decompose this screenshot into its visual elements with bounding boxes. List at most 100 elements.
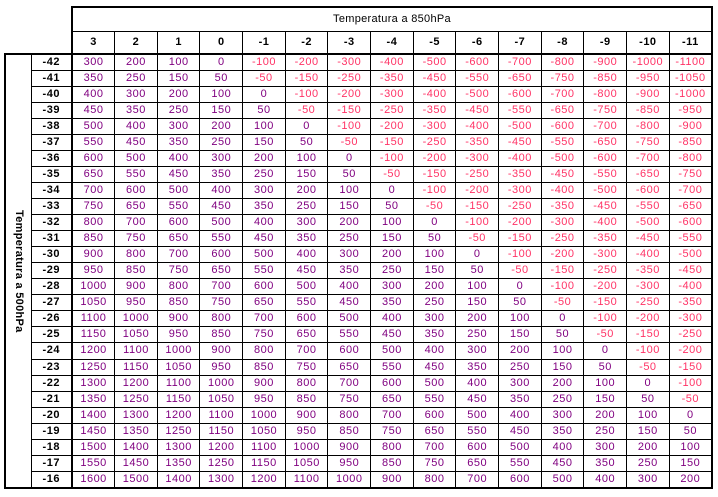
- value-cell: -350: [455, 134, 500, 152]
- value-cell: 600: [242, 278, 286, 296]
- row-header: -40: [30, 85, 73, 104]
- value-cell: 1600: [71, 470, 116, 489]
- value-cell: -600: [626, 182, 670, 200]
- value-cell: 450: [284, 262, 329, 280]
- value-cell: 200: [284, 182, 329, 200]
- value-cell: 1300: [71, 374, 116, 392]
- value-cell: 600: [199, 246, 244, 264]
- value-cell: -400: [668, 278, 713, 296]
- value-cell: 800: [370, 438, 414, 456]
- value-cell: -200: [370, 118, 414, 136]
- value-cell: 350: [583, 454, 628, 472]
- value-cell: 1450: [114, 454, 158, 472]
- value-cell: 200: [583, 406, 628, 424]
- value-cell: 650: [455, 454, 500, 472]
- value-cell: -150: [455, 198, 500, 216]
- value-cell: 350: [327, 262, 372, 280]
- row-header: -19: [30, 422, 73, 440]
- value-cell: -600: [498, 85, 542, 104]
- value-cell: 300: [455, 342, 500, 360]
- row-header: -30: [30, 246, 73, 264]
- value-cell: 650: [156, 230, 201, 248]
- value-cell: 1000: [284, 438, 329, 456]
- column-header: -2: [284, 30, 329, 55]
- value-cell: 100: [668, 438, 713, 456]
- value-cell: 650: [327, 358, 372, 376]
- value-cell: -50: [583, 326, 628, 344]
- value-cell: 400: [370, 310, 414, 328]
- value-cell: -500: [498, 118, 542, 136]
- row-header: -22: [30, 374, 73, 392]
- value-cell: 250: [114, 69, 158, 87]
- value-cell: 800: [412, 470, 457, 489]
- value-cell: -250: [370, 101, 414, 120]
- row-header: -31: [30, 230, 73, 248]
- value-cell: 750: [370, 422, 414, 440]
- corner-spacer: [5, 31, 72, 54]
- value-cell: 800: [114, 246, 158, 264]
- value-cell: 550: [156, 198, 201, 216]
- value-cell: 100: [455, 278, 500, 296]
- column-header: -7: [498, 30, 542, 55]
- value-cell: -250: [498, 198, 542, 216]
- table-row: -36 600 500 400 300 200 100 0 -100 -200 -300 -400 -5…: [5, 150, 713, 168]
- table-row: -33 750 650 550 450 350 250 150 50 -50 -150 -250 -35…: [5, 198, 713, 216]
- table-row: -24 1200 1100 1000 900 800 700 600 500 400 300 200 1…: [5, 342, 713, 360]
- value-cell: -200: [626, 310, 670, 328]
- value-cell: 250: [498, 358, 542, 376]
- value-cell: -1100: [668, 53, 713, 71]
- value-cell: 550: [455, 422, 500, 440]
- value-cell: -750: [626, 134, 670, 152]
- value-cell: 850: [199, 326, 244, 344]
- table-row: -31 850 750 650 550 450 350 250 150 50 -50 -150 -250…: [5, 230, 713, 248]
- table-row: -40 400 300 200 100 0 -100 -200 -300 -400 -500 -600…: [5, 85, 713, 104]
- value-cell: 400: [540, 438, 585, 456]
- table-row: -20 1400 1300 1200 1100 1000 900 800 700 600 500 40…: [5, 406, 713, 424]
- value-cell: 0: [498, 278, 542, 296]
- row-header: -39: [30, 101, 73, 120]
- row-header: -35: [30, 166, 73, 184]
- value-cell: 800: [199, 310, 244, 328]
- value-cell: 900: [156, 310, 201, 328]
- value-cell: 0: [370, 182, 414, 200]
- table-row: -28 1000 900 800 700 600 500 400 300 200 100 0 -100-…: [5, 278, 713, 296]
- table-row: -39 450 350 250 150 50 -50 -150 -250 -350 -450 -550…: [5, 101, 713, 120]
- value-cell: 450: [327, 294, 372, 312]
- value-cell: 850: [71, 230, 116, 248]
- value-cell: -400: [626, 246, 670, 264]
- value-cell: 900: [71, 246, 116, 264]
- table-row: -29 950 850 750 650 550 450 350 250 150 50 -50 -150-…: [5, 262, 713, 280]
- value-cell: 700: [71, 182, 116, 200]
- value-cell: -650: [583, 134, 628, 152]
- value-cell: 500: [412, 374, 457, 392]
- value-cell: 250: [242, 166, 286, 184]
- table-head: Temperatura a 850hPa 3 2 1 0 -1 -2 -3 -4 -5 -6 -7-…: [5, 5, 713, 55]
- value-cell: 100: [540, 342, 585, 360]
- value-cell: -350: [583, 230, 628, 248]
- value-cell: 1500: [114, 470, 158, 489]
- value-cell: 550: [71, 134, 116, 152]
- value-cell: 300: [199, 150, 244, 168]
- value-cell: 300: [327, 246, 372, 264]
- table-row: -32 800 700 600 500 400 300 200 100 0 -100 -200 -300…: [5, 214, 713, 232]
- value-cell: 750: [156, 262, 201, 280]
- value-cell: -300: [540, 214, 585, 232]
- value-cell: -50: [284, 101, 329, 120]
- value-cell: 0: [668, 406, 713, 424]
- table-body: Temperatura a 500hPa -42 300 200 100 0 -100 -20…: [4, 52, 713, 490]
- value-cell: 600: [370, 374, 414, 392]
- row-header: -23: [30, 358, 73, 376]
- row-header: -16: [30, 470, 73, 489]
- value-cell: -400: [455, 118, 500, 136]
- value-cell: 700: [199, 278, 244, 296]
- value-cell: 500: [370, 342, 414, 360]
- column-header: -1: [242, 30, 286, 55]
- row-header: -36: [30, 150, 73, 168]
- value-cell: -650: [626, 166, 670, 184]
- value-cell: 0: [626, 374, 670, 392]
- value-cell: 1000: [327, 470, 372, 489]
- value-cell: 1350: [156, 454, 201, 472]
- value-cell: 350: [199, 166, 244, 184]
- value-cell: 1250: [71, 358, 116, 376]
- value-cell: -250: [583, 262, 628, 280]
